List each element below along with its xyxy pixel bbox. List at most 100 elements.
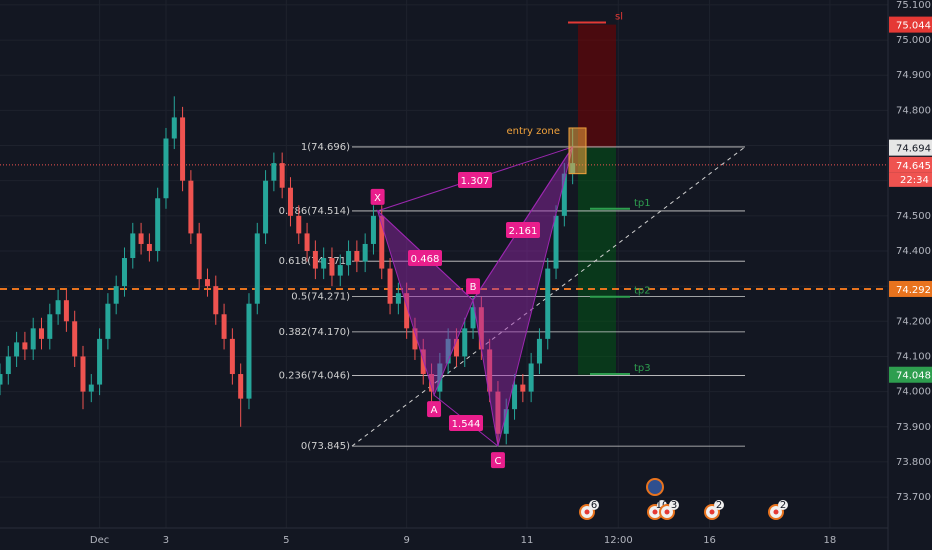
x-tick-label: 5 — [283, 535, 289, 546]
candle-body — [553, 215, 559, 269]
candle-body — [495, 391, 501, 434]
x-tick-label: 18 — [824, 535, 837, 546]
candle-body — [130, 233, 136, 259]
event-dot — [652, 509, 658, 515]
candle-body — [47, 314, 53, 339]
candle-body — [22, 342, 28, 350]
candle-body — [105, 303, 111, 339]
candle-body — [528, 363, 534, 392]
candle-body — [287, 187, 293, 216]
candle-body — [536, 338, 542, 364]
event-badge — [669, 500, 679, 510]
y-tick-label: 74.400 — [896, 246, 931, 257]
candle-body — [113, 286, 119, 304]
candle-body — [138, 233, 144, 244]
entry-zone-label: entry zone — [507, 126, 560, 137]
candle-body — [304, 233, 310, 251]
point-label-box — [490, 452, 505, 469]
candle-body — [80, 356, 86, 392]
candle-body — [213, 286, 219, 315]
candle-body — [254, 233, 260, 304]
candle-body — [155, 198, 161, 251]
y-tick-label: 74.200 — [896, 316, 931, 327]
x-tick-label: 3 — [163, 535, 169, 546]
fib-label: 0.382(74.170) — [279, 327, 351, 338]
event-dot — [773, 509, 779, 515]
y-tick-label: 74.900 — [896, 70, 931, 81]
point-label: C — [494, 456, 501, 467]
candle-body — [362, 243, 368, 262]
candle-body — [72, 321, 78, 357]
candle-body — [238, 374, 244, 399]
candle-body — [30, 328, 36, 350]
price-tag-label: 75.044 — [896, 21, 931, 32]
point-label: X — [374, 193, 381, 204]
candle-body — [412, 328, 418, 350]
candle-body — [478, 307, 484, 350]
price-tag — [889, 139, 932, 156]
price-tag — [889, 366, 932, 383]
x-tick-label: 9 — [403, 535, 409, 546]
target-label: sl — [615, 11, 623, 22]
ratio-label-box — [449, 415, 483, 431]
ratio-label-box — [506, 222, 540, 238]
price-tag-label: 74.645 — [896, 161, 931, 172]
candle-body — [263, 180, 269, 234]
y-tick-label: 75.100 — [896, 0, 931, 11]
event-dot — [584, 509, 590, 515]
event-count: 6 — [591, 500, 597, 511]
x-tick-label: 11 — [521, 535, 534, 546]
candle-body — [171, 117, 177, 139]
candle-body — [38, 328, 44, 339]
candle-body — [387, 268, 393, 304]
candle-body — [437, 363, 443, 392]
fib-label: 0(73.845) — [301, 441, 350, 452]
y-tick-label: 73.900 — [896, 422, 931, 433]
y-tick-label: 73.800 — [896, 457, 931, 468]
price-tag-label: 74.694 — [896, 144, 931, 155]
x-tick-label: 12:00 — [604, 535, 633, 546]
candle-body — [5, 356, 11, 375]
point-label: A — [431, 405, 438, 416]
event-count: 10 — [656, 500, 669, 511]
candle-body — [312, 250, 318, 269]
candle-body — [370, 215, 376, 244]
candle-body — [14, 342, 20, 357]
countdown-tag — [889, 172, 932, 187]
candle-body — [520, 384, 526, 392]
candle-body — [445, 338, 451, 364]
y-tick-label: 74.500 — [896, 211, 931, 222]
candle-body — [512, 384, 518, 410]
ratio-label: 1.544 — [452, 419, 481, 430]
y-tick-label: 74.100 — [896, 351, 931, 362]
point-label-box — [427, 401, 442, 418]
candle-body — [146, 243, 152, 251]
fib-label: 0.786(74.514) — [279, 206, 351, 217]
candle-body — [379, 215, 385, 269]
candle-body — [453, 338, 459, 357]
candle-body — [337, 265, 343, 276]
fib-label: 0.5(74.271) — [291, 291, 350, 302]
candle-body — [487, 349, 493, 392]
event-badge — [778, 500, 788, 510]
ratio-label-box — [408, 250, 442, 266]
candle-body — [346, 250, 352, 266]
candle-body — [395, 293, 401, 304]
candle-body — [221, 314, 227, 339]
event-count: 2 — [716, 500, 722, 511]
price-tag — [889, 280, 932, 297]
candle-body — [229, 338, 235, 375]
fib-trend-line — [351, 146, 746, 447]
event-count: 2 — [780, 500, 786, 511]
ratio-label: 0.468 — [411, 254, 440, 265]
candle-body — [63, 300, 69, 322]
candle-body — [420, 349, 426, 375]
candle-body — [545, 268, 551, 339]
candle-body — [121, 258, 127, 287]
event-icon — [646, 478, 664, 496]
y-tick-label: 75.000 — [896, 35, 931, 46]
candle-body — [329, 258, 335, 276]
event-count: 3 — [671, 500, 677, 511]
